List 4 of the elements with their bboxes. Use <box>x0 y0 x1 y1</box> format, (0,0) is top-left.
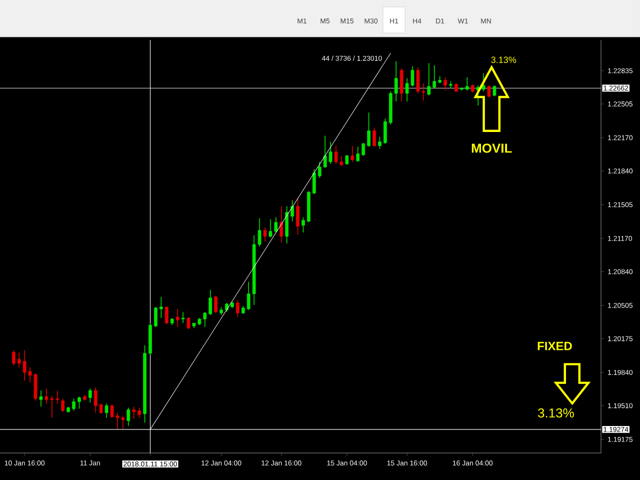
annotation: MOVIL <box>472 144 512 153</box>
annotation: 3.13% <box>491 56 516 64</box>
annotation: FIXED <box>538 342 572 350</box>
annotation: 3.13% <box>538 408 574 418</box>
